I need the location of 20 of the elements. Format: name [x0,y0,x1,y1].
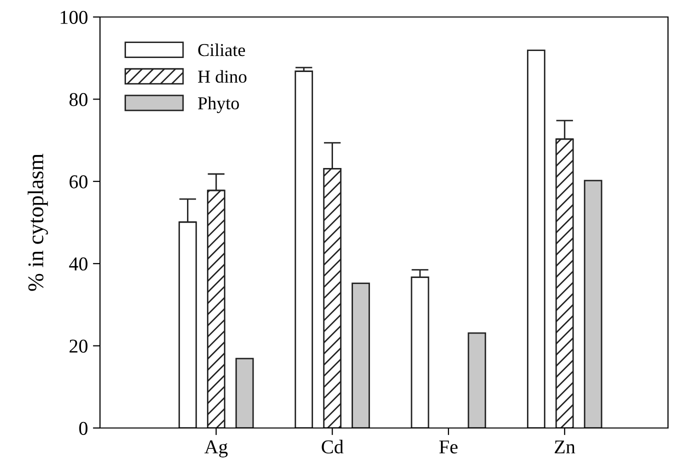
bar [584,180,602,428]
bar [352,282,370,428]
y-axis-title: % in cytoplasm [28,154,48,291]
x-tick-label: Cd [322,440,344,454]
y-tick-label: 20 [70,340,88,353]
y-tick-label: 0 [79,422,88,435]
y-tick-label: 60 [70,175,88,188]
bar [235,358,254,428]
x-tick-label: Ag [204,440,228,458]
x-tick-label: Fe [439,440,458,454]
bar [468,332,486,428]
legend-label: Phyto [198,96,239,114]
x-tick-label: Zn [554,440,576,454]
y-tick-label: 40 [69,257,88,271]
y-tick-label: 80 [69,93,88,106]
legend-label: Ciliate [198,43,246,56]
y-tick-label: 100 [60,10,88,24]
bar [526,50,546,428]
bar [294,70,314,428]
legend-label: H dino [198,70,246,83]
